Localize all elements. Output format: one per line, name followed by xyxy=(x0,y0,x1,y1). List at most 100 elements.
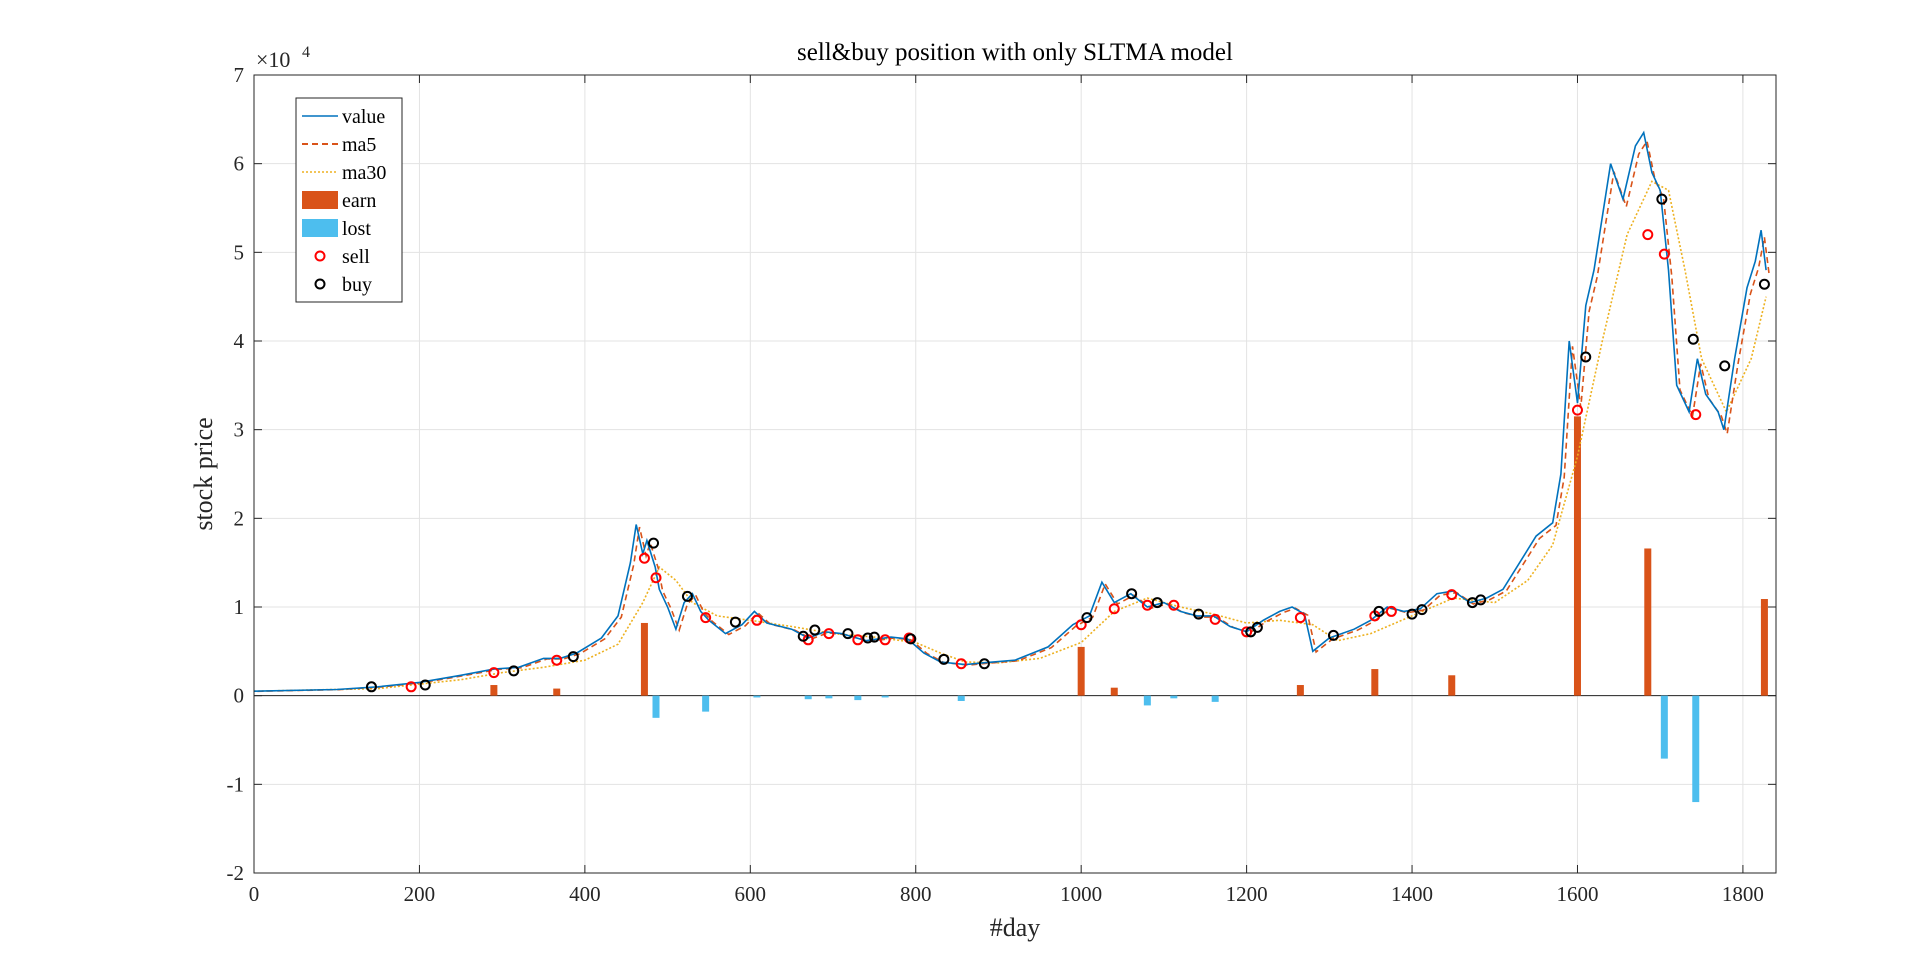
legend-swatch-buy xyxy=(314,278,326,290)
ma30-line xyxy=(253,180,1767,692)
buy-marker xyxy=(1580,351,1592,363)
lost-bar xyxy=(1660,695,1668,759)
y-tick-label: 2 xyxy=(234,506,245,530)
lost-bar xyxy=(804,695,812,700)
y-tick-label: -1 xyxy=(227,772,245,796)
buy-marker xyxy=(905,633,917,645)
buy-marker xyxy=(508,665,520,677)
buy-marker xyxy=(365,681,377,693)
x-tick-label: 1600 xyxy=(1556,882,1598,906)
bar-layer xyxy=(490,416,1768,803)
y-tick-label: 6 xyxy=(234,152,245,176)
sell-marker xyxy=(551,654,563,666)
x-tick-label: 400 xyxy=(569,882,601,906)
tick-layer xyxy=(253,74,1776,874)
earn-bar xyxy=(640,622,648,696)
earn-bar xyxy=(1573,416,1581,696)
y-tick-label: 0 xyxy=(234,684,245,708)
earn-bar xyxy=(1077,646,1085,696)
x-tick-label: 1400 xyxy=(1391,882,1433,906)
earn-bar xyxy=(1760,599,1768,696)
y-tick-label: 4 xyxy=(234,329,245,353)
earn-bar xyxy=(1644,548,1652,696)
sell-marker xyxy=(650,572,662,584)
x-tick-label: 1000 xyxy=(1060,882,1102,906)
sell-marker xyxy=(751,614,763,626)
lost-bar xyxy=(957,695,965,701)
lost-bar xyxy=(881,695,889,698)
plot-area xyxy=(254,75,1776,873)
sell-marker xyxy=(1571,404,1583,416)
marker-layer xyxy=(365,193,1770,693)
buy-marker xyxy=(1656,193,1668,205)
legend-swatch-earn xyxy=(302,191,338,209)
legend: value ma5 ma30 earn lost sell buy xyxy=(295,97,403,303)
legend-label-ma5: ma5 xyxy=(342,134,376,156)
buy-marker xyxy=(1416,604,1428,616)
sell-marker xyxy=(955,658,967,670)
lost-bar xyxy=(702,695,710,712)
lost-bar xyxy=(652,695,660,718)
buy-marker xyxy=(797,630,809,642)
sell-marker xyxy=(879,634,891,646)
sell-marker xyxy=(1141,599,1153,611)
earn-bar xyxy=(1371,669,1379,696)
sell-marker xyxy=(1168,599,1180,611)
lost-bar xyxy=(1211,695,1219,702)
legend-label-value: value xyxy=(342,106,385,128)
lost-bar xyxy=(1170,695,1178,699)
lost-bar xyxy=(1692,695,1700,803)
lost-bar xyxy=(854,695,862,701)
sell-marker xyxy=(1209,613,1221,625)
lost-bar xyxy=(1143,695,1151,706)
buy-marker xyxy=(809,624,821,636)
y-exponent-power: 4 xyxy=(302,44,310,61)
sell-marker xyxy=(488,667,500,679)
buy-marker xyxy=(419,679,431,691)
earn-bar xyxy=(1448,675,1456,696)
x-tick-label: 1200 xyxy=(1226,882,1268,906)
tick-label-layer: 0 200 400 600 800 1000 1200 1400 1600 1800 -2 -1 0 1 2… xyxy=(227,63,1764,906)
sell-marker xyxy=(1385,605,1397,617)
x-axis-label: #day xyxy=(990,913,1041,942)
sell-marker xyxy=(852,634,864,646)
y-tick-label: 7 xyxy=(234,63,245,87)
y-tick-label: 3 xyxy=(234,418,245,442)
value-line xyxy=(253,130,1767,692)
sell-marker xyxy=(823,628,835,640)
buy-marker xyxy=(1719,360,1731,372)
earn-bar xyxy=(1110,687,1118,696)
y-exponent-base: ×10 xyxy=(256,47,290,72)
buy-marker xyxy=(1373,605,1385,617)
y-tick-label: -2 xyxy=(227,861,245,885)
buy-marker xyxy=(862,632,874,644)
buy-marker xyxy=(1126,588,1138,600)
buy-marker xyxy=(1406,608,1418,620)
buy-marker xyxy=(681,590,693,602)
sell-marker xyxy=(700,612,712,624)
x-tick-label: 1800 xyxy=(1722,882,1764,906)
x-tick-label: 200 xyxy=(404,882,436,906)
plot-frame xyxy=(253,74,1777,874)
earn-bar xyxy=(1296,685,1304,696)
earn-bar xyxy=(490,685,498,696)
y-tick-label: 5 xyxy=(234,240,245,264)
sell-marker xyxy=(1075,619,1087,631)
buy-marker xyxy=(978,658,990,670)
buy-marker xyxy=(1193,608,1205,620)
legend-label-lost: lost xyxy=(342,218,371,240)
legend-label-buy: buy xyxy=(342,274,372,296)
buy-marker xyxy=(842,628,854,640)
x-tick-label: 600 xyxy=(735,882,767,906)
x-tick-label: 800 xyxy=(900,882,932,906)
buy-marker xyxy=(648,537,660,549)
y-axis-label: stock price xyxy=(189,417,218,530)
sell-marker xyxy=(1241,626,1253,638)
legend-swatch-sell xyxy=(314,250,326,262)
legend-label-ma30: ma30 xyxy=(342,162,386,184)
sell-marker xyxy=(1108,603,1120,615)
sell-marker xyxy=(1294,612,1306,624)
buy-marker xyxy=(567,651,579,663)
sell-marker xyxy=(1690,409,1702,421)
